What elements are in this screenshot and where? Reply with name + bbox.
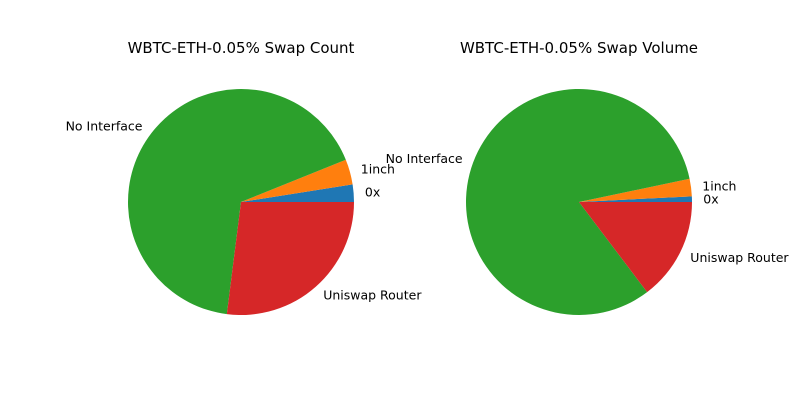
- swap-volume-label-1inch: 1inch: [702, 179, 736, 194]
- swap-count-slice-no-interface: [128, 89, 346, 315]
- swap-count-slice-0x: [241, 184, 354, 202]
- swap-volume-slice-0x: [579, 196, 692, 202]
- swap-count-label-1inch: 1inch: [361, 161, 395, 176]
- swap-count-title: WBTC-ETH-0.05% Swap Count: [128, 39, 355, 57]
- swap-count-label-0x: 0x: [365, 185, 380, 200]
- swap-count-label-no-interface: No Interface: [66, 119, 143, 134]
- swap-count-label-uniswap-router: Uniswap Router: [323, 288, 422, 303]
- swap-volume-label-no-interface: No Interface: [386, 151, 463, 166]
- swap-volume-label-uniswap-router: Uniswap Router: [690, 250, 789, 265]
- swap-volume-slice-1inch: [579, 178, 692, 202]
- swap-count-slice-1inch: [241, 159, 353, 202]
- swap-count-pie-panel: WBTC-ETH-0.05% Swap Count 0x 1inch No Inte…: [66, 39, 423, 316]
- swap-volume-slices: [465, 88, 692, 315]
- swap-volume-slice-no-interface: [465, 88, 690, 315]
- swap-volume-slice-uniswap-router: [579, 202, 692, 293]
- swap-volume-title: WBTC-ETH-0.05% Swap Volume: [460, 39, 698, 57]
- swap-count-slices: [128, 89, 354, 316]
- swap-count-labels: 0x 1inch No Interface Uniswap Router: [66, 119, 423, 303]
- swap-count-slice-uniswap-router: [226, 202, 354, 316]
- swap-volume-label-0x: 0x: [703, 191, 718, 206]
